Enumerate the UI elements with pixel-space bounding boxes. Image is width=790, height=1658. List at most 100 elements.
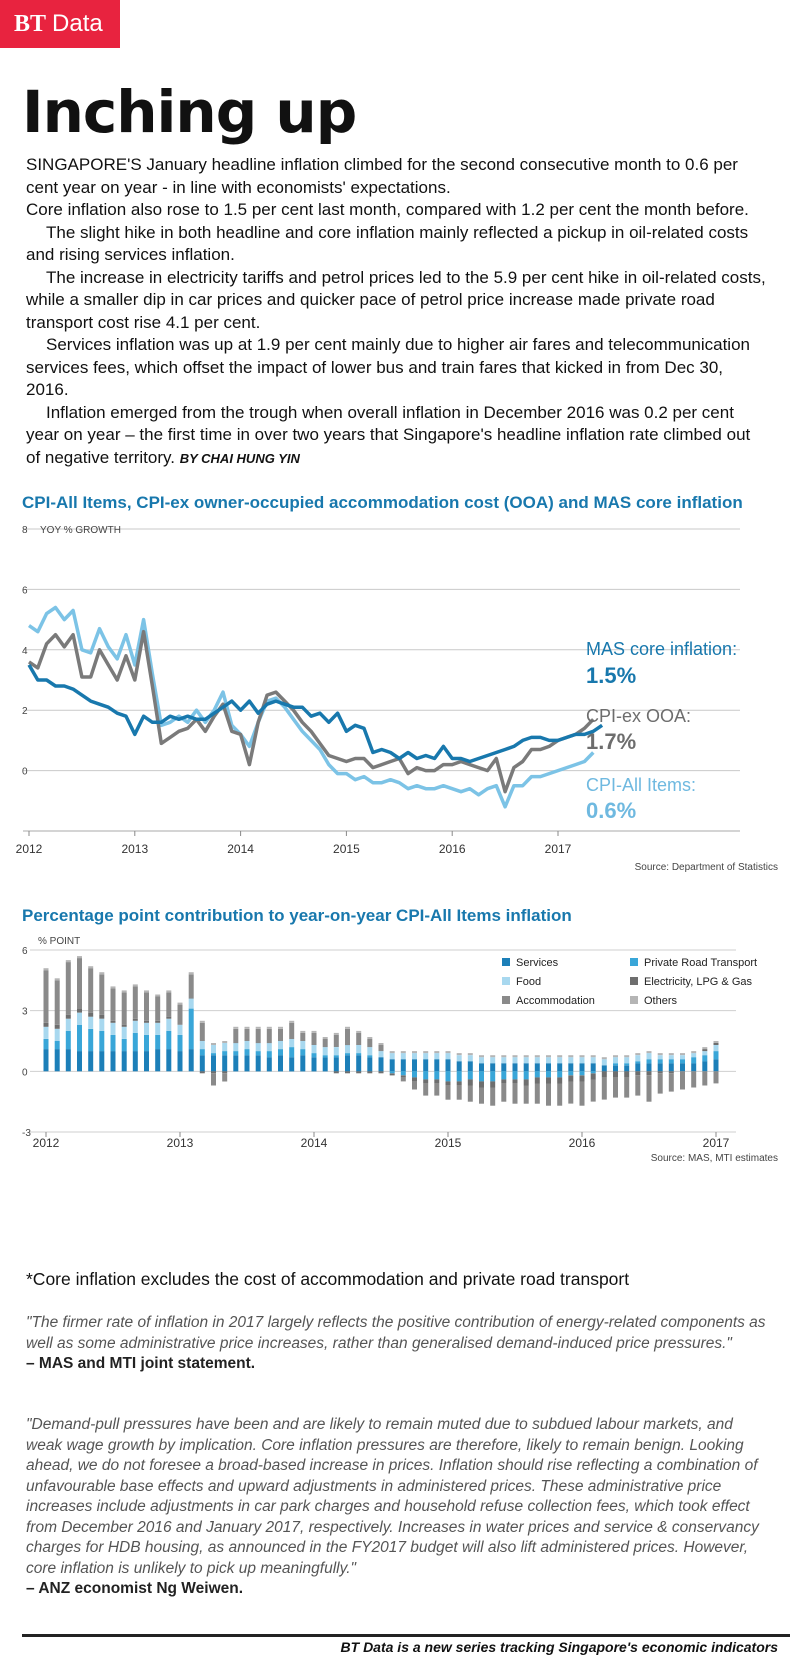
bar-segment-accommodation	[356, 1032, 362, 1045]
bar-segment-accommodation	[88, 968, 94, 1013]
stacked-bar-chart: 6 3 0 -3 % POINT 2012 2013 2014 2015 2016 2017 Serv…	[22, 936, 757, 1150]
bar-segment-accommodation	[434, 1083, 440, 1096]
x-tick-label: 2017	[545, 842, 572, 856]
bar-segment-services	[412, 1059, 417, 1072]
bar-segment-others	[255, 1026, 261, 1029]
bar-segment-others	[590, 1055, 596, 1058]
bar-segment-accommodation	[77, 958, 82, 1009]
bar-segment-private-road-transport	[367, 1055, 373, 1058]
bar-segment-electricity-lpg-gas	[590, 1073, 596, 1080]
bar-segment-food	[378, 1051, 384, 1058]
bar-segment-services	[322, 1057, 328, 1072]
chart1-source: Source: Department of Statistics	[634, 862, 778, 873]
bar-segment-others	[222, 1041, 228, 1043]
bar-segment-others	[77, 956, 82, 959]
bar-segment-accommodation	[65, 962, 71, 1015]
bar-segment-services	[512, 1063, 518, 1072]
bar-segment-food	[635, 1055, 641, 1062]
bar-segment-others	[43, 968, 49, 971]
bar-segment-accommodation	[557, 1083, 563, 1106]
bar-segment-others	[345, 1026, 350, 1029]
bar-segment-accommodation	[322, 1039, 328, 1048]
bar-segment-electricity-lpg-gas	[534, 1077, 540, 1084]
x-tick-label: 2014	[227, 842, 254, 856]
line-chart: 8 6 4 2 0 YOY % GROWTH 2012 2013 2014 2015 2016 201…	[16, 525, 740, 856]
bar-segment-private-road-transport	[144, 1034, 149, 1052]
bar-segment-electricity-lpg-gas	[43, 1022, 49, 1027]
bar-segment-services	[244, 1055, 250, 1072]
quote-text: "The firmer rate of inflation in 2017 la…	[26, 1314, 766, 1352]
legend-swatch	[630, 996, 638, 1004]
bar-segment-accommodation	[702, 1071, 708, 1086]
bar-segment-others	[490, 1055, 496, 1058]
quote-text: "Demand-pull pressures have been and are…	[26, 1416, 759, 1577]
bar-segment-others	[132, 984, 138, 987]
bar-segment-electricity-lpg-gas	[199, 1071, 205, 1074]
bar-segment-food	[490, 1057, 496, 1064]
bar-segment-others	[523, 1055, 529, 1058]
bar-segment-services	[311, 1057, 317, 1072]
bar-segment-accommodation	[445, 1085, 451, 1100]
bar-segment-food	[155, 1022, 161, 1035]
bar-segment-accommodation	[412, 1081, 417, 1090]
bar-segment-private-road-transport	[43, 1039, 49, 1050]
bar-segment-private-road-transport	[512, 1071, 518, 1080]
bar-segment-services	[713, 1059, 719, 1072]
bar-segment-private-road-transport	[233, 1051, 239, 1056]
bar-segment-food	[501, 1057, 507, 1064]
bar-segment-services	[635, 1063, 641, 1072]
bar-segment-accommodation	[255, 1028, 261, 1044]
bar-segment-electricity-lpg-gas	[211, 1071, 216, 1074]
bar-segment-food	[512, 1057, 518, 1064]
bar-segment-private-road-transport	[110, 1034, 116, 1052]
bar-segment-food	[557, 1057, 563, 1064]
bar-segment-services	[155, 1049, 161, 1072]
bar-segment-food	[624, 1057, 630, 1064]
bar-segment-others	[624, 1055, 630, 1058]
bar-segment-accommodation	[568, 1081, 574, 1104]
y-tick-label: 6	[22, 946, 28, 957]
bar-segment-private-road-transport	[445, 1071, 451, 1082]
bar-segment-others	[568, 1055, 574, 1058]
bar-segment-food	[255, 1043, 261, 1052]
bar-segment-others	[613, 1055, 618, 1058]
bar-segment-others	[88, 966, 94, 969]
bar-segment-private-road-transport	[278, 1049, 283, 1056]
bar-segment-electricity-lpg-gas	[646, 1071, 652, 1076]
bar-segment-others	[244, 1026, 250, 1029]
bar-segment-food	[613, 1057, 618, 1064]
bar-segment-private-road-transport	[255, 1051, 261, 1056]
bar-segment-food	[110, 1022, 116, 1035]
bar-segment-electricity-lpg-gas	[412, 1077, 417, 1082]
bar-segment-electricity-lpg-gas	[434, 1079, 440, 1084]
bar-segment-services	[333, 1057, 339, 1072]
bar-segment-services	[367, 1057, 373, 1072]
bar-segment-accommodation	[132, 986, 138, 1019]
bar-segment-accommodation	[333, 1034, 339, 1047]
bar-segment-services	[389, 1059, 395, 1072]
bar-segment-others	[579, 1055, 585, 1058]
bar-segment-food	[333, 1047, 339, 1056]
bar-segment-electricity-lpg-gas	[702, 1049, 708, 1052]
bar-segment-food	[367, 1047, 373, 1056]
y-tick-label: 2	[22, 706, 28, 717]
bar-segment-food	[88, 1016, 94, 1029]
bar-segment-others	[367, 1037, 373, 1039]
bar-segment-accommodation	[624, 1077, 630, 1098]
bar-segment-food	[713, 1045, 719, 1052]
bar-segment-electricity-lpg-gas	[65, 1014, 71, 1019]
bar-segment-private-road-transport	[77, 1024, 82, 1052]
bar-segment-services	[345, 1055, 350, 1072]
y-axis-label: % POINT	[38, 936, 80, 947]
bar-segment-food	[311, 1045, 317, 1054]
article-paragraph: SINGAPORE'S January headline inflation c…	[26, 155, 738, 197]
bar-segment-services	[445, 1059, 451, 1072]
bar-segment-others	[657, 1053, 663, 1056]
bar-segment-private-road-transport	[289, 1047, 295, 1058]
bar-segment-food	[691, 1053, 697, 1058]
bar-segment-food	[300, 1041, 306, 1050]
bar-segment-electricity-lpg-gas	[132, 1018, 138, 1021]
bar-segment-electricity-lpg-gas	[456, 1081, 462, 1086]
bar-segment-accommodation	[467, 1085, 473, 1102]
bar-segment-private-road-transport	[490, 1071, 496, 1082]
